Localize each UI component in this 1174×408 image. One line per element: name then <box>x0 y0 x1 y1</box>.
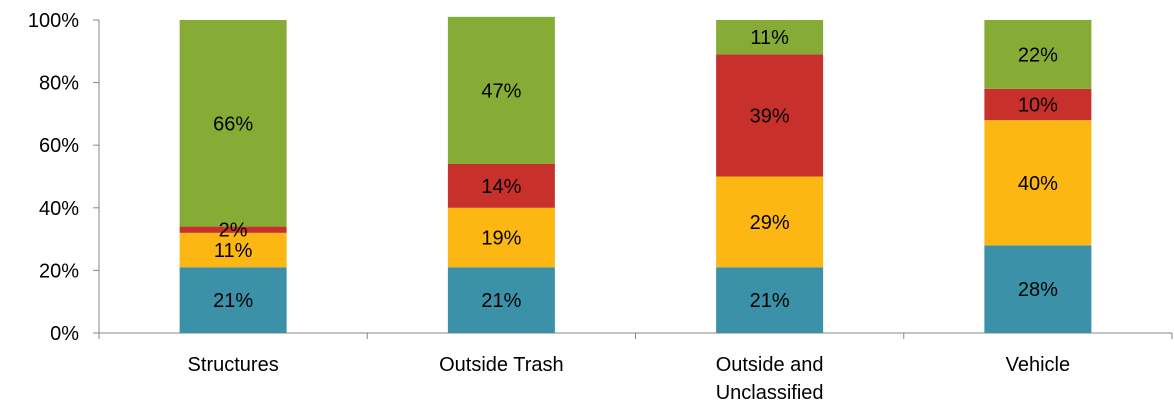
chart-bars <box>179 16 1092 333</box>
x-category-label: Outside Trash <box>439 354 564 376</box>
data-label: 39% <box>750 105 790 127</box>
data-label: 29% <box>750 212 790 234</box>
data-label: 11% <box>214 240 253 262</box>
data-label: 2% <box>219 220 248 242</box>
bar-segment <box>179 20 287 227</box>
data-label: 21% <box>750 290 790 312</box>
data-label: 47% <box>481 80 521 102</box>
data-label: 11% <box>750 27 789 49</box>
bar-segment <box>716 176 824 268</box>
bar-segment <box>179 232 287 268</box>
data-label: 21% <box>481 290 521 312</box>
bar-segment <box>716 54 824 177</box>
y-tick-label: 80% <box>39 73 79 95</box>
data-label: 66% <box>213 113 253 135</box>
data-label: 19% <box>481 228 521 250</box>
y-tick-label: 20% <box>39 260 79 282</box>
bar-segment <box>716 20 824 55</box>
bar-segment <box>179 267 287 333</box>
bar-segment <box>447 16 555 164</box>
x-category-label: Outside and Unclassified <box>716 354 824 404</box>
bar-segment <box>447 207 555 268</box>
bar-segment <box>984 245 1092 333</box>
data-label: 10% <box>1018 95 1058 117</box>
y-tick-label: 40% <box>39 198 79 220</box>
data-label: 14% <box>481 176 521 198</box>
bar-segment <box>179 226 287 233</box>
data-label: 40% <box>1018 173 1058 195</box>
y-tick-label: 100% <box>28 10 79 32</box>
y-tick-label: 0% <box>50 323 79 345</box>
y-tick-label: 60% <box>39 135 79 157</box>
data-label: 22% <box>1018 44 1058 66</box>
x-category-label: Vehicle <box>1006 354 1071 376</box>
data-label: 21% <box>213 290 253 312</box>
chart-data-labels: 21%11%2%66%21%19%14%47%21%29%39%11%28%40… <box>213 27 1058 312</box>
bar-segment <box>716 267 824 333</box>
bar-segment <box>984 120 1092 246</box>
chart-axes: 0% 20% 40% 60% 80% 100% Structures Outside Tras… <box>28 10 1173 404</box>
data-label: 28% <box>1018 279 1058 301</box>
bar-segment <box>984 88 1092 121</box>
bar-segment <box>447 163 555 208</box>
x-category-label: Structures <box>188 354 279 376</box>
bar-segment <box>447 267 555 333</box>
bar-segment <box>984 20 1092 89</box>
